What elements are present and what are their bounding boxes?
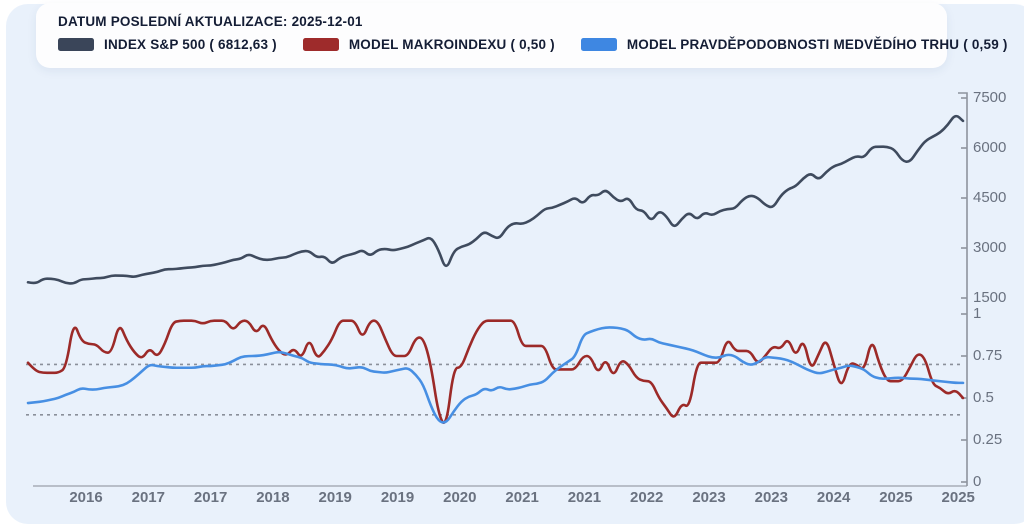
bear-probability-swatch-icon (580, 38, 617, 51)
chart-legend: INDEX S&P 500 ( 6812,63 ) MODEL MAKROIND… (58, 37, 1007, 52)
chart-canvas[interactable] (0, 0, 1024, 513)
legend-label-bear-probability: MODEL PRAVDĚPODOBNOSTI MEDVĚDÍHO TRHU ( … (626, 37, 1008, 52)
header-card: DATUM POSLEDNÍ AKTUALIZACE: 2025-12-01 I… (36, 3, 1007, 68)
legend-item-makroindex[interactable]: MODEL MAKROINDEXU ( 0,50 ) (302, 37, 555, 52)
sp500-swatch-icon (58, 38, 94, 51)
legend-label-sp500: INDEX S&P 500 ( 6812,63 ) (104, 37, 277, 52)
legend-label-makroindex: MODEL MAKROINDEXU ( 0,50 ) (348, 37, 555, 52)
last-update-label: DATUM POSLEDNÍ AKTUALIZACE: 2025-12-01 (58, 14, 363, 29)
legend-item-bear-probability[interactable]: MODEL PRAVDĚPODOBNOSTI MEDVĚDÍHO TRHU ( … (580, 37, 1008, 52)
legend-item-sp500[interactable]: INDEX S&P 500 ( 6812,63 ) (58, 37, 277, 52)
makroindex-swatch-icon (302, 38, 339, 51)
